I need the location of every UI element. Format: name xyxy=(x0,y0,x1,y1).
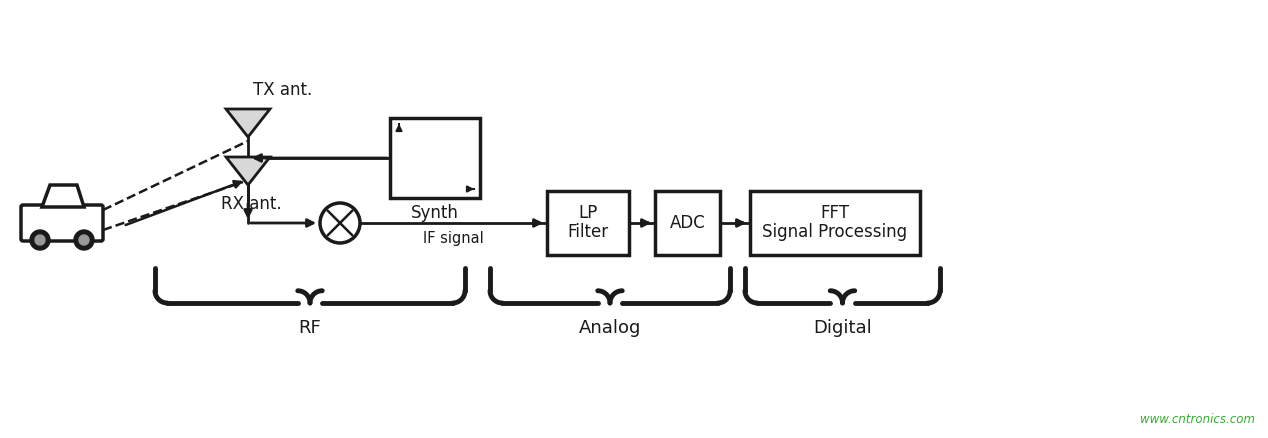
Circle shape xyxy=(36,235,44,245)
Polygon shape xyxy=(42,185,84,207)
Bar xyxy=(656,191,720,255)
Text: Synth: Synth xyxy=(411,204,459,222)
Bar xyxy=(547,191,629,255)
Circle shape xyxy=(30,230,49,250)
Text: Digital: Digital xyxy=(813,319,872,337)
Text: IF signal: IF signal xyxy=(424,231,484,246)
Polygon shape xyxy=(226,109,270,137)
Text: TX ant.: TX ant. xyxy=(254,81,312,99)
Text: RF: RF xyxy=(299,319,321,337)
Text: www.cntronics.com: www.cntronics.com xyxy=(1140,413,1255,426)
Text: Signal Processing: Signal Processing xyxy=(762,223,908,241)
Text: Analog: Analog xyxy=(578,319,642,337)
Circle shape xyxy=(74,230,94,250)
Text: ADC: ADC xyxy=(670,214,705,232)
Text: RX ant.: RX ant. xyxy=(221,195,281,213)
Text: FFT: FFT xyxy=(820,204,850,222)
Text: Filter: Filter xyxy=(568,223,609,241)
Bar xyxy=(749,191,921,255)
Polygon shape xyxy=(226,157,270,185)
Circle shape xyxy=(79,235,89,245)
Bar xyxy=(391,118,481,198)
Circle shape xyxy=(320,203,360,243)
Text: LP: LP xyxy=(578,204,597,222)
FancyBboxPatch shape xyxy=(22,205,103,241)
